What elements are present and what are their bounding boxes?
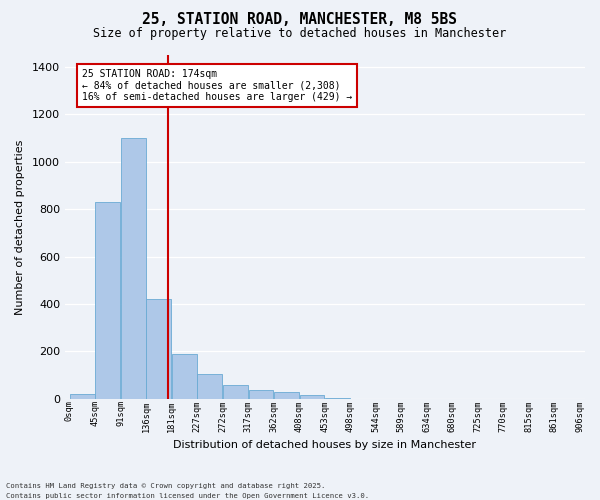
- Text: Contains HM Land Registry data © Crown copyright and database right 2025.: Contains HM Land Registry data © Crown c…: [6, 483, 325, 489]
- Text: Size of property relative to detached houses in Manchester: Size of property relative to detached ho…: [94, 28, 506, 40]
- Y-axis label: Number of detached properties: Number of detached properties: [15, 139, 25, 314]
- Bar: [95, 202, 120, 399]
- Text: 25, STATION ROAD, MANCHESTER, M8 5BS: 25, STATION ROAD, MANCHESTER, M8 5BS: [143, 12, 458, 28]
- Bar: [70, 394, 95, 399]
- X-axis label: Distribution of detached houses by size in Manchester: Distribution of detached houses by size …: [173, 440, 476, 450]
- Bar: [299, 395, 325, 399]
- Bar: [248, 390, 274, 399]
- Bar: [197, 374, 222, 399]
- Bar: [172, 354, 197, 399]
- Text: Contains public sector information licensed under the Open Government Licence v3: Contains public sector information licen…: [6, 493, 369, 499]
- Bar: [325, 398, 350, 399]
- Bar: [121, 138, 146, 399]
- Bar: [274, 392, 299, 399]
- Bar: [223, 384, 248, 399]
- Bar: [146, 299, 171, 399]
- Text: 25 STATION ROAD: 174sqm
← 84% of detached houses are smaller (2,308)
16% of semi: 25 STATION ROAD: 174sqm ← 84% of detache…: [82, 69, 352, 102]
